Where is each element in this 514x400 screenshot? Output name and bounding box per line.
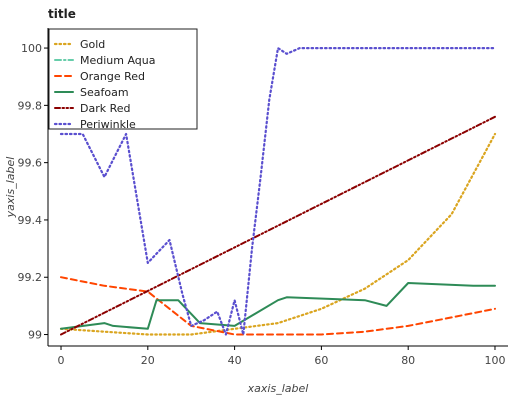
legend-label: Medium Aqua — [80, 54, 156, 67]
x-tick-label: 0 — [58, 354, 65, 367]
legend-label: Gold — [80, 38, 105, 51]
series-line-gold — [59, 132, 497, 336]
y-tick-label: 99 — [28, 329, 42, 342]
legend: Gold Medium Aqua Orange Red Seafoam Dark Red… — [48, 28, 198, 131]
y-tick-label: 99.8 — [18, 99, 43, 112]
x-tick-label: 20 — [141, 354, 155, 367]
series-line-orange-red — [60, 276, 496, 336]
series-layer — [59, 46, 497, 336]
x-tick-label: 100 — [484, 354, 505, 367]
y-tick-label: 99.6 — [18, 157, 43, 170]
legend-label: Periwinkle — [80, 118, 136, 131]
series-line-periwinkle — [59, 46, 497, 336]
series-line-seafoam — [60, 282, 496, 330]
legend-label: Orange Red — [80, 70, 145, 83]
y-ticks: 99 99.2 99.4 99.6 99.8 100 — [18, 42, 48, 342]
series-line-dark-red — [60, 115, 496, 336]
chart-title: title — [48, 7, 76, 21]
legend-box — [48, 28, 198, 130]
y-tick-label: 99.2 — [18, 271, 43, 284]
x-tick-label: 80 — [401, 354, 415, 367]
y-tick-label: 99.4 — [18, 214, 43, 227]
y-axis-title: yaxis_label — [4, 157, 17, 219]
x-ticks: 0 20 40 60 80 100 — [58, 346, 505, 367]
legend-label: Seafoam — [80, 86, 129, 99]
x-tick-label: 60 — [314, 354, 328, 367]
x-tick-label: 40 — [228, 354, 242, 367]
legend-label: Dark Red — [80, 102, 131, 115]
x-axis-title: xaxis_label — [247, 382, 309, 395]
y-tick-label: 100 — [21, 42, 42, 55]
